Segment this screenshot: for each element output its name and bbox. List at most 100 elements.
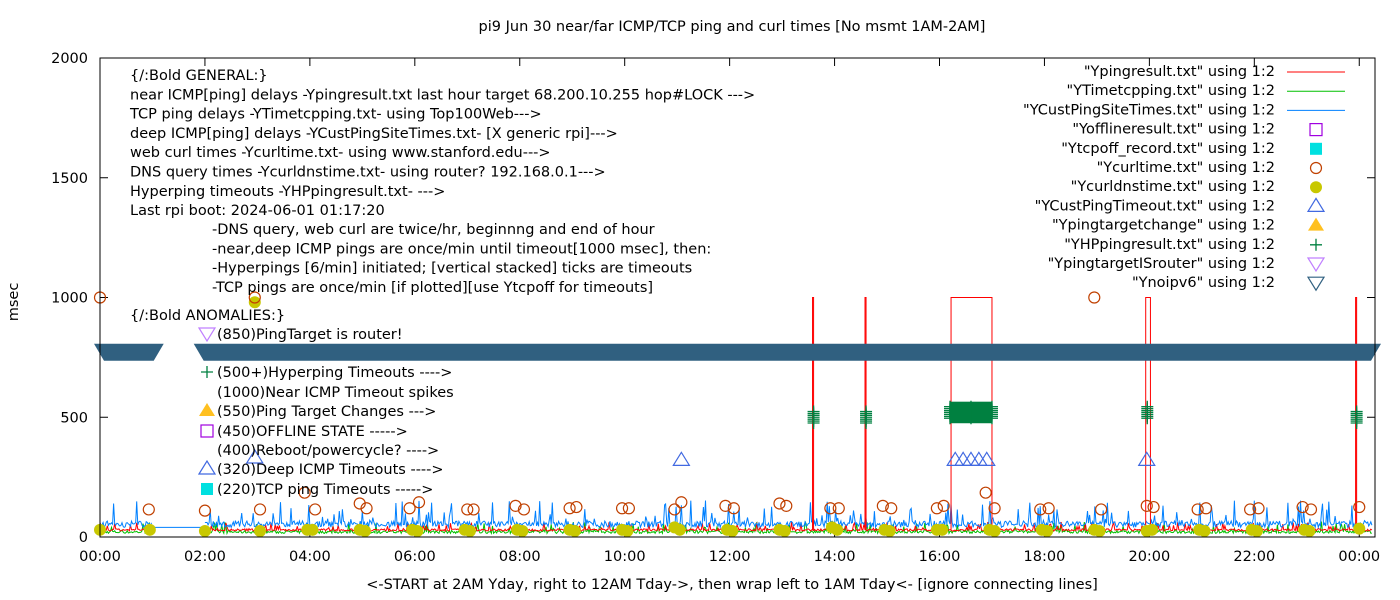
curl-time-point [1140, 499, 1153, 512]
curl-time-point [248, 291, 261, 304]
curl-time-point [1353, 500, 1366, 514]
x-axis-label: <-START at 2AM Yday, right to 12AM Tday-… [366, 577, 1098, 593]
curl-time-point [773, 497, 786, 510]
curl-time-point [298, 486, 311, 499]
y-axis-label: msec [6, 283, 22, 322]
curl-time-point [467, 503, 480, 516]
dns-time-point [1250, 525, 1263, 538]
curl-time-point [668, 503, 681, 516]
legend-symbol-icon [1310, 238, 1322, 251]
legend-entry-label: "Ycurldnstime.txt" using 1:2 [1071, 179, 1275, 195]
curl-time-point [412, 496, 426, 509]
legend-symbol-icon [1309, 161, 1323, 175]
dns-time-point [198, 525, 211, 538]
dns-time-point [621, 525, 634, 538]
curl-time-point [1252, 502, 1265, 515]
x-tick-label: 20:00 [1128, 549, 1170, 565]
annotation-anomaly: (450)OFFLINE STATE -----> [217, 424, 408, 440]
anomaly-symbol-icon [201, 483, 213, 495]
annotation-general: {/:Bold GENERAL:} [130, 68, 268, 84]
legend-entry-label: "Ycurltime.txt" using 1:2 [1097, 160, 1275, 176]
dns-time-point [254, 525, 267, 538]
annotation-anomaly: (850)PingTarget is router! [217, 327, 403, 343]
curl-time-point [563, 502, 576, 515]
dns-time-point [831, 523, 844, 536]
curl-time-point [403, 502, 416, 515]
dns-time-point [936, 523, 949, 536]
annotation-note: -TCP pings are once/min [if plotted][use… [212, 280, 653, 296]
y-tick-label: 1000 [51, 291, 88, 307]
chart-title: pi9 Jun 30 near/far ICMP/TCP ping and cu… [479, 19, 986, 35]
noipv6-marker-band [94, 343, 164, 361]
anomaly-symbol-icon [199, 403, 215, 416]
anomaly-symbol-icon [197, 327, 217, 343]
hyperping-timeout-mark [1350, 405, 1363, 418]
curl-time-point [1088, 291, 1101, 304]
hyperping-timeout-mark [944, 400, 956, 413]
hyperping-timeout-mark [1141, 400, 1154, 413]
legend-symbol-icon [1308, 217, 1324, 231]
deep-icmp-timeout-point [1137, 451, 1156, 466]
annotation-anomaly: (320)Deep ICMP Timeouts ----> [217, 462, 444, 478]
curl-time-point [885, 502, 898, 515]
dns-time-point [726, 525, 739, 538]
curl-time-point [727, 502, 740, 515]
annotation-anomaly: (1000)Near ICMP Timeout spikes [217, 385, 454, 401]
dns-time-point [1093, 525, 1106, 538]
curl-time-point [142, 503, 155, 516]
curl-time-point [988, 502, 1001, 515]
deep-icmp-timeout-point [672, 451, 691, 466]
x-tick-label: 08:00 [499, 549, 541, 565]
curl-time-point [622, 502, 635, 515]
curl-time-point [1296, 500, 1309, 514]
x-tick-label: 04:00 [289, 549, 331, 565]
annotation-general: deep ICMP[ping] delays -YCustPingSiteTim… [130, 126, 618, 142]
ping-timeout-spike [1145, 297, 1151, 530]
curl-time-point [1042, 502, 1055, 515]
hyperping-timeout-mark [807, 405, 820, 418]
y-tick-label: 1500 [51, 171, 88, 187]
curl-time-point [198, 504, 212, 517]
hyperping-timeout-mark [860, 405, 873, 418]
noipv6-marker-band [193, 343, 1381, 361]
legend-symbol-icon [1306, 197, 1326, 212]
curl-time-point [570, 500, 583, 514]
annotation-note: -near,deep ICMP pings are once/min until… [212, 241, 711, 257]
legend-entry-label: "Ynoipv6" using 1:2 [1132, 275, 1275, 291]
legend-entry-label: "YHPpingresult.txt" using 1:2 [1064, 237, 1275, 253]
x-tick-label: 06:00 [394, 549, 436, 565]
deep-icmp-timeout-point [946, 451, 965, 466]
annotation-general: near ICMP[ping] delays -Ypingresult.txt … [130, 87, 755, 103]
dns-time-point [883, 525, 896, 538]
dns-time-point [516, 525, 529, 538]
x-tick-label: 12:00 [709, 549, 751, 565]
curl-time-point [1095, 503, 1108, 516]
legend-entry-label: "YCustPingSiteTimes.txt" using 1:2 [1023, 102, 1275, 118]
annotation-anomaly: (220)TCP ping Timeouts -----> [217, 482, 433, 498]
curl-time-point [461, 503, 474, 516]
x-tick-label: 10:00 [604, 549, 646, 565]
curl-time-point [509, 499, 522, 512]
legend-symbol-icon [1306, 276, 1326, 292]
dns-time-point [306, 523, 319, 536]
curl-time-point [780, 499, 793, 512]
annotation-general: web curl times -Ycurltime.txt- using www… [130, 145, 551, 161]
curl-time-point [517, 503, 531, 516]
hyperping-timeout-mark [964, 400, 977, 413]
annotation-general: Hyperping timeouts -YHPpingresult.txt- -… [130, 184, 445, 200]
dns-time-point [248, 296, 261, 309]
legend-entry-label: "Ypingresult.txt" using 1:2 [1084, 64, 1275, 80]
curl-time-point [309, 503, 322, 516]
dns-time-point [778, 525, 791, 538]
dns-time-point [1303, 525, 1316, 538]
legend-symbol-icon [1310, 181, 1322, 194]
x-tick-label: 18:00 [1024, 549, 1066, 565]
dns-time-point [143, 523, 156, 536]
curl-time-point [253, 503, 267, 516]
dns-time-point [1353, 522, 1366, 535]
dns-time-point [1041, 525, 1054, 538]
dns-time-point [411, 525, 424, 538]
y-tick-label: 2000 [51, 51, 88, 67]
legend-symbol-icon [1306, 257, 1326, 273]
legend-entry-label: "Yofflineresult.txt" using 1:2 [1072, 122, 1275, 138]
